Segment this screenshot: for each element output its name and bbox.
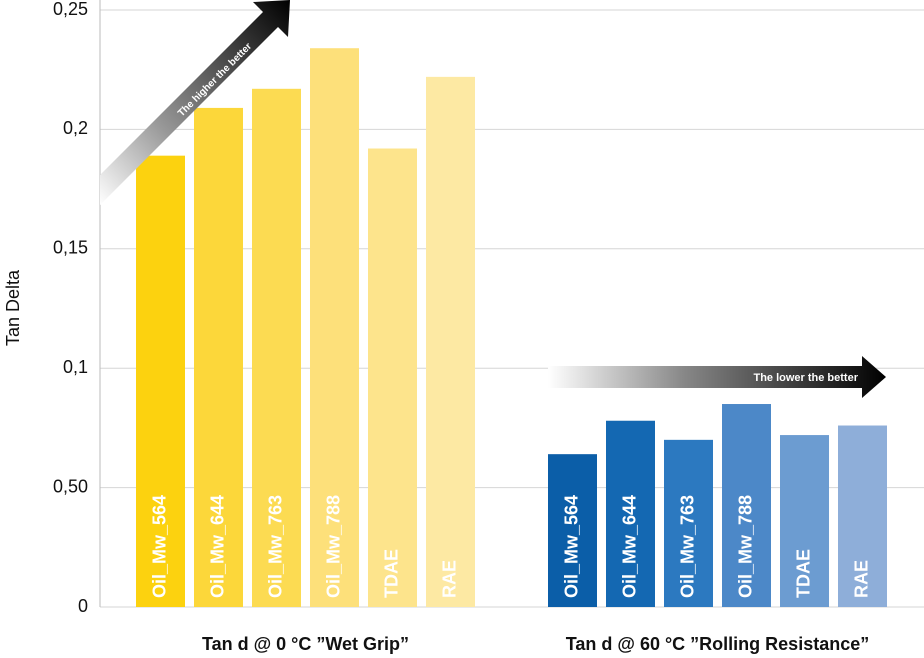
bar-label: Oil_Mw_564: [149, 495, 169, 598]
y-tick-label: 0,15: [53, 238, 88, 258]
y-tick-label: 0,50: [53, 476, 88, 496]
y-tick-label: 0,1: [63, 357, 88, 377]
bar: [838, 425, 887, 607]
bar: [252, 88, 301, 607]
bar-label: Oil_Mw_788: [735, 495, 755, 598]
bar: [664, 439, 713, 607]
bar: [780, 435, 829, 607]
bar-label: Oil_Mw_564: [561, 495, 581, 598]
bar-label: Oil_Mw_644: [619, 495, 639, 598]
y-tick-label: 0,2: [63, 118, 88, 138]
bar: [310, 48, 359, 607]
y-axis-label: Tan Delta: [3, 269, 23, 346]
annotation: The lower the better: [753, 372, 858, 384]
bar-label: TDAE: [381, 549, 401, 598]
bar-label: Oil_Mw_644: [207, 495, 227, 598]
bar-label: Oil_Mw_763: [265, 495, 285, 598]
bar-label: TDAE: [793, 549, 813, 598]
bar: [368, 148, 417, 607]
bar-label: Oil_Mw_788: [323, 495, 343, 598]
bar: [426, 76, 475, 607]
y-tick-label: 0: [78, 596, 88, 616]
annotation: The higher the better: [176, 41, 254, 119]
bar: [722, 404, 771, 607]
x-tick-label: Tan d @ 60 °C ”Rolling Resistance”: [566, 634, 869, 654]
bar-label: RAE: [439, 560, 459, 598]
bar: [194, 107, 243, 608]
arrow-lower: The lower the better: [548, 356, 886, 398]
bar: [548, 454, 597, 607]
bar-label: Oil_Mw_763: [677, 495, 697, 598]
x-tick-label: Tan d @ 0 °C ”Wet Grip”: [202, 634, 409, 654]
bar: [136, 155, 185, 607]
y-tick-label: 0,25: [53, 0, 88, 19]
bar-label: RAE: [851, 560, 871, 598]
bar: [606, 420, 655, 607]
